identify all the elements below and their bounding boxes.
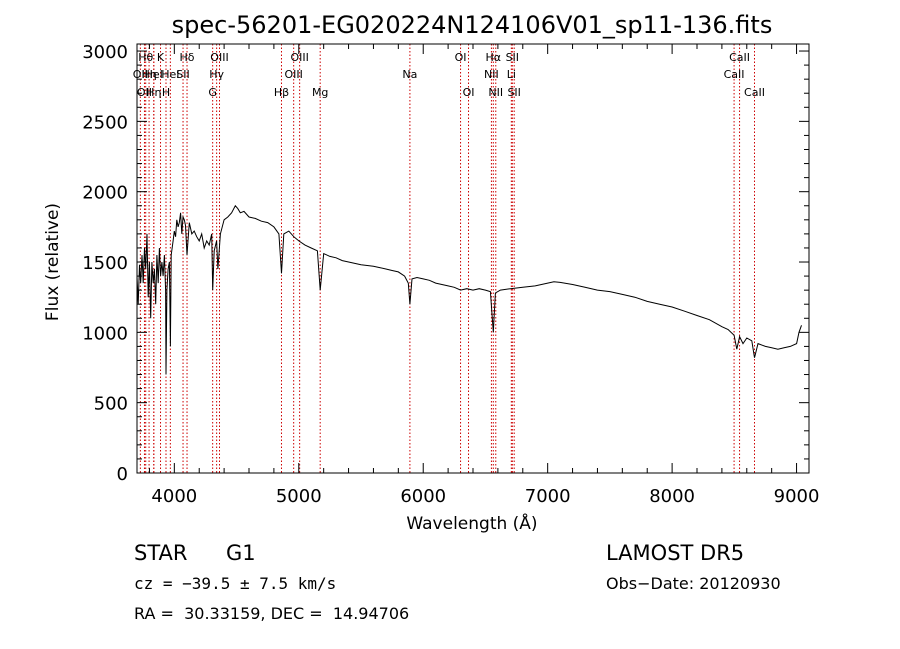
line-label: NII	[488, 86, 503, 99]
line-label: OII	[137, 86, 152, 99]
coordinates-text: RA = 30.33159, DEC = 14.94706	[134, 604, 410, 623]
line-label: SII	[506, 51, 519, 64]
x-tick-label: 5000	[276, 486, 322, 507]
line-label: Hα	[486, 51, 502, 64]
line-label: H	[162, 86, 170, 99]
x-tick-label: 6000	[400, 486, 446, 507]
line-label: HeI	[145, 68, 163, 81]
chart-title: spec-56201-EG020224N124106V01_sp11-136.f…	[172, 11, 773, 39]
line-label: Hη	[146, 86, 161, 99]
x-tick-label: 7000	[525, 486, 571, 507]
line-label: NII	[484, 68, 499, 81]
x-tick-label: 8000	[649, 486, 695, 507]
y-tick-label: 2000	[82, 183, 128, 204]
line-label: OI	[463, 86, 475, 99]
line-label: Hη	[141, 68, 156, 81]
line-label: Hδ	[180, 51, 195, 64]
object-class: STAR	[134, 541, 188, 565]
y-tick-label: 500	[94, 394, 128, 415]
y-tick-label: 3000	[82, 42, 128, 63]
line-labels: OIIOIIHθHηHeIHηKHHeISIIHδGHγOIIIHβOIIIOI…	[133, 51, 765, 99]
line-label: CaII	[729, 51, 750, 64]
line-markers	[139, 44, 755, 473]
axis-ticks: 4000 5000 6000 7000 8000 9000 0 500 1000 1500 2000…	[82, 42, 819, 507]
x-axis-label: Wavelength (Å)	[406, 512, 537, 534]
x-tick-label: 9000	[774, 486, 820, 507]
line-label: Li	[507, 68, 516, 81]
line-label: CaII	[744, 86, 765, 99]
line-label: Mg	[312, 86, 328, 99]
line-label: OIII	[210, 51, 228, 64]
line-label: CaII	[724, 68, 745, 81]
line-label: SII	[176, 68, 189, 81]
spectrum-line	[136, 204, 802, 375]
line-label: Hγ	[209, 68, 224, 81]
line-label: G	[208, 86, 217, 99]
observation-date: Obs−Date: 20120930	[606, 574, 781, 593]
y-tick-label: 0	[117, 464, 128, 485]
y-tick-label: 2500	[82, 112, 128, 133]
line-label: Na	[402, 68, 417, 81]
redshift-text: cz = −39.5 ± 7.5 km/s	[134, 574, 337, 593]
line-label: K	[157, 51, 165, 64]
line-label: HeI	[161, 68, 179, 81]
y-tick-label: 1500	[82, 253, 128, 274]
line-label: OIII	[284, 68, 302, 81]
y-axis-label: Flux (relative)	[43, 203, 63, 321]
survey-name: LAMOST DR5	[606, 541, 745, 565]
y-tick-label: 1000	[82, 323, 128, 344]
line-label: Hβ	[274, 86, 289, 99]
line-label: OI	[455, 51, 467, 64]
line-label: SII	[507, 86, 520, 99]
object-subclass: G1	[226, 541, 256, 565]
plot-frame	[136, 43, 810, 474]
x-tick-label: 4000	[151, 486, 197, 507]
line-label: OIII	[290, 51, 308, 64]
line-label: Hθ	[138, 51, 153, 64]
